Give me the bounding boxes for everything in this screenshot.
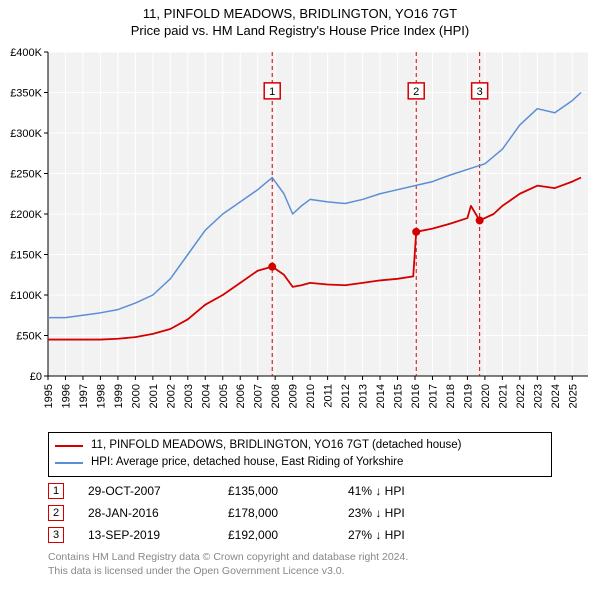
footer-copyright: Contains HM Land Registry data © Crown c…: [48, 550, 552, 564]
svg-text:2010: 2010: [305, 384, 317, 408]
svg-text:1997: 1997: [78, 384, 90, 408]
footer-license: This data is licensed under the Open Gov…: [48, 564, 552, 578]
svg-text:£200K: £200K: [10, 209, 42, 221]
transaction-marker: 2: [48, 505, 64, 521]
svg-text:2003: 2003: [183, 384, 195, 408]
svg-text:£150K: £150K: [10, 250, 42, 262]
transaction-row: 2 28-JAN-2016£178,00023% ↓ HPI: [48, 502, 552, 524]
svg-text:£400K: £400K: [10, 47, 42, 59]
svg-text:2002: 2002: [165, 384, 177, 408]
transaction-diff: 23% ↓ HPI: [348, 506, 552, 520]
svg-text:2007: 2007: [253, 384, 265, 408]
transaction-date: 28-JAN-2016: [88, 506, 228, 520]
transaction-marker: 3: [48, 527, 64, 543]
svg-text:£250K: £250K: [10, 169, 42, 181]
svg-text:2014: 2014: [375, 384, 387, 408]
svg-text:3: 3: [477, 86, 483, 98]
transaction-diff: 41% ↓ HPI: [348, 484, 552, 498]
legend-swatch: [55, 445, 83, 447]
svg-text:2025: 2025: [567, 384, 579, 408]
svg-text:2016: 2016: [410, 384, 422, 408]
transactions-table: 1 29-OCT-2007£135,00041% ↓ HPI 2 28-JAN-201…: [48, 480, 552, 546]
svg-text:£300K: £300K: [10, 128, 42, 140]
svg-text:2018: 2018: [445, 384, 457, 408]
svg-text:2015: 2015: [393, 384, 405, 408]
svg-text:£50K: £50K: [16, 331, 42, 343]
svg-text:2013: 2013: [358, 384, 370, 408]
svg-text:2004: 2004: [200, 384, 212, 408]
transaction-date: 29-OCT-2007: [88, 484, 228, 498]
svg-text:1996: 1996: [60, 384, 72, 408]
svg-text:1998: 1998: [95, 384, 107, 408]
svg-text:£350K: £350K: [10, 88, 42, 100]
chart-header: 11, PINFOLD MEADOWS, BRIDLINGTON, YO16 7…: [0, 0, 600, 40]
legend-label: HPI: Average price, detached house, East…: [91, 454, 403, 471]
legend-label: 11, PINFOLD MEADOWS, BRIDLINGTON, YO16 7…: [91, 437, 461, 454]
legend-item: HPI: Average price, detached house, East…: [55, 454, 545, 471]
svg-text:1995: 1995: [43, 384, 55, 408]
transaction-date: 13-SEP-2019: [88, 528, 228, 542]
svg-text:2012: 2012: [340, 384, 352, 408]
legend-swatch: [55, 462, 83, 464]
svg-text:2021: 2021: [497, 384, 509, 408]
svg-text:2023: 2023: [532, 384, 544, 408]
svg-text:2005: 2005: [218, 384, 230, 408]
transaction-diff: 27% ↓ HPI: [348, 528, 552, 542]
chart-subtitle: Price paid vs. HM Land Registry's House …: [0, 23, 600, 38]
svg-text:2009: 2009: [288, 384, 300, 408]
line-chart: £0 £50K £100K £150K £200K £250K £300K £350K £400…: [0, 44, 600, 424]
legend-item: 11, PINFOLD MEADOWS, BRIDLINGTON, YO16 7…: [55, 437, 545, 454]
svg-text:2000: 2000: [130, 384, 142, 408]
chart-footer: Contains HM Land Registry data © Crown c…: [48, 550, 552, 578]
svg-text:2001: 2001: [148, 384, 160, 408]
svg-text:2024: 2024: [550, 384, 562, 408]
svg-text:1999: 1999: [113, 384, 125, 408]
transaction-marker: 1: [48, 483, 64, 499]
chart-legend: 11, PINFOLD MEADOWS, BRIDLINGTON, YO16 7…: [48, 432, 552, 477]
svg-text:2011: 2011: [323, 384, 335, 408]
svg-text:£100K: £100K: [10, 290, 42, 302]
svg-text:2008: 2008: [270, 384, 282, 408]
transaction-price: £178,000: [228, 506, 348, 520]
transaction-price: £135,000: [228, 484, 348, 498]
svg-text:2020: 2020: [480, 384, 492, 408]
svg-text:1: 1: [269, 86, 275, 98]
svg-text:2019: 2019: [462, 384, 474, 408]
chart-title: 11, PINFOLD MEADOWS, BRIDLINGTON, YO16 7…: [0, 6, 600, 21]
svg-text:2006: 2006: [235, 384, 247, 408]
transaction-row: 3 13-SEP-2019£192,00027% ↓ HPI: [48, 524, 552, 546]
transaction-row: 1 29-OCT-2007£135,00041% ↓ HPI: [48, 480, 552, 502]
chart-area: £0 £50K £100K £150K £200K £250K £300K £350K £400…: [0, 44, 600, 424]
svg-text:2022: 2022: [515, 384, 527, 408]
svg-text:2017: 2017: [427, 384, 439, 408]
svg-text:£0: £0: [30, 371, 42, 383]
transaction-price: £192,000: [228, 528, 348, 542]
svg-text:2: 2: [413, 86, 419, 98]
